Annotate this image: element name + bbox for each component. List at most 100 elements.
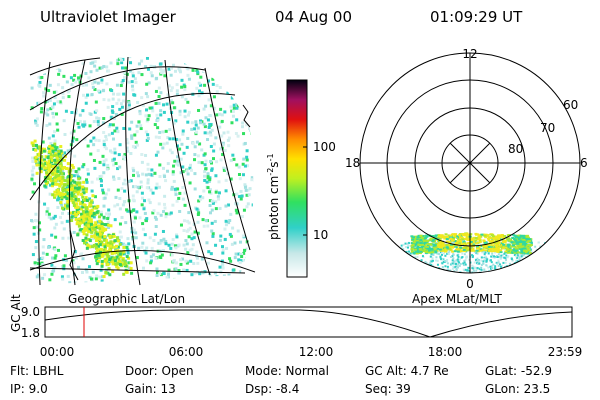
aurora-speckle [82,228,86,232]
speckle [230,96,234,100]
speckle [184,97,188,101]
speckle [161,166,165,170]
speckle [229,59,233,63]
speckle [411,270,414,273]
speckle [457,274,459,276]
speckle [542,253,545,256]
speckle [182,268,186,272]
speckle [437,277,439,279]
oval-speckle [432,246,436,249]
speckle [126,141,130,145]
speckle [504,257,507,260]
aurora-speckle [116,249,120,253]
oval-speckle [415,252,419,255]
oval-speckle [522,241,526,244]
aurora-speckle [77,184,81,188]
oval-speckle [477,237,481,240]
speckle [90,189,94,193]
oval-speckle [439,240,443,243]
speckle [124,182,128,186]
speckle [134,140,138,144]
speckle [181,197,185,201]
speckle [436,263,439,266]
aurora-speckle [59,149,63,153]
time-tick: 12:00 [299,345,334,359]
speckle [226,91,230,95]
aurora-speckle [81,195,85,199]
oval-speckle [436,244,440,247]
speckle [141,227,145,231]
speckle [221,141,225,145]
speckle [236,229,240,233]
speckle [172,121,176,125]
speckle [152,65,156,69]
speckle [136,100,140,104]
aurora-speckle [84,206,88,210]
speckle [141,103,145,107]
speckle [81,257,85,261]
speckle [543,246,546,249]
oval-speckle [492,238,496,241]
aurora-speckle [52,176,56,180]
speckle [78,113,82,117]
speckle [102,131,106,135]
speckle [538,266,541,269]
oval-speckle [411,238,415,241]
speckle [38,84,42,88]
speckle [429,255,432,258]
aurora-speckle [116,261,120,265]
speckle [190,237,194,241]
speckle [245,247,249,251]
oval-speckle [456,250,460,253]
speckle [44,111,48,115]
speckle [144,92,148,96]
speckle [459,262,462,265]
speckle [409,274,411,276]
speckle [223,237,227,241]
speckle [497,261,500,264]
speckle [146,181,150,185]
aurora-speckle [100,264,104,268]
speckle [128,127,132,131]
speckle [219,158,223,162]
speckle [132,93,136,97]
speckle [457,260,460,263]
oval-speckle [454,245,458,248]
speckle [63,254,67,258]
oval-speckle [497,234,501,237]
speckle [232,106,236,110]
aurora-speckle [56,160,60,164]
speckle [197,94,201,98]
speckle [218,125,222,129]
speckle [179,171,183,175]
aurora-speckle [98,226,102,230]
speckle [99,179,103,183]
speckle [494,278,496,280]
speckle [446,262,449,265]
speckle [453,260,456,263]
speckle [186,73,190,77]
speckle [139,124,143,128]
speckle [221,262,225,266]
speckle [144,153,148,157]
aurora-speckle [110,235,114,239]
aurora-speckle [69,177,73,181]
speckle [174,246,178,250]
speckle [141,222,145,226]
oval-speckle [437,245,441,248]
speckle [226,86,230,90]
speckle [251,61,254,65]
speckle [218,112,222,116]
speckle [122,92,126,96]
speckle [120,61,124,65]
aurora-speckle [100,259,104,263]
aurora-speckle [84,217,88,221]
speckle [499,263,502,266]
aurora-speckle [60,151,64,155]
aurora-speckle [66,181,70,185]
aurora-speckle [104,252,108,256]
aurora-speckle [97,231,101,235]
speckle [437,272,440,273]
speckle [243,248,247,252]
speckle [430,266,433,269]
